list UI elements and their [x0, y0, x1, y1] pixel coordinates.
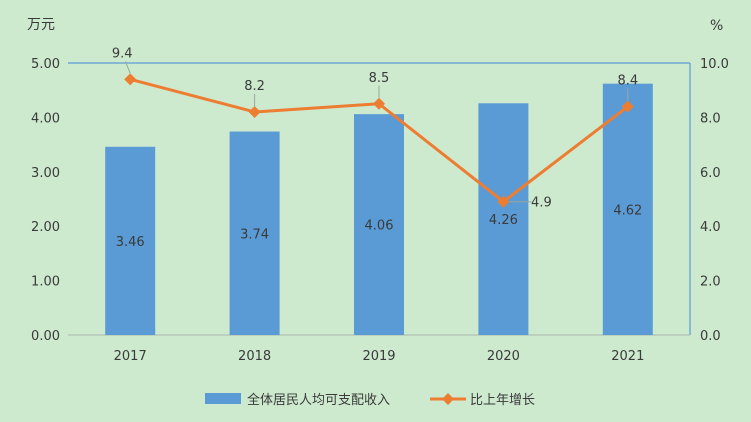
- bar: [105, 146, 156, 335]
- growth-point: [124, 73, 137, 86]
- growth-value-label: 8.5: [369, 71, 390, 86]
- left-tick-label: 0.00: [31, 329, 60, 344]
- category-label: 2019: [362, 349, 395, 364]
- legend-label-growth: 比上年增长: [470, 393, 535, 408]
- bar-value-label: 3.46: [116, 235, 145, 250]
- growth-line: [124, 73, 634, 208]
- left-tick-label: 5.00: [31, 57, 60, 72]
- bar: [478, 103, 529, 335]
- growth-point: [373, 97, 385, 110]
- category-label: 2017: [114, 349, 147, 364]
- right-tick-label: 6.0: [700, 166, 721, 181]
- bars: [105, 83, 653, 335]
- leader-line: [124, 61, 131, 74]
- category-label: 2021: [611, 349, 644, 364]
- right-tick-label: 2.0: [700, 275, 721, 290]
- left-tick-label: 4.00: [31, 111, 60, 126]
- growth-point: [248, 105, 261, 118]
- right-axis-unit: %: [710, 18, 723, 34]
- right-tick-label: 4.0: [700, 220, 721, 235]
- growth-value-label: 8.2: [244, 79, 265, 94]
- left-tick-label: 2.00: [31, 220, 60, 235]
- legend-label-income: 全体居民人均可支配收入: [247, 392, 390, 408]
- category-label: 2020: [487, 349, 520, 364]
- bar-value-label: 4.26: [489, 213, 518, 228]
- left-tick-label: 1.00: [31, 275, 60, 290]
- axes: 万元 % 0.00 1.00 2.00 3.00 4.00 5.00 0.0 2.0 4.0 6.0 8…: [27, 17, 729, 364]
- growth-value-label: 8.4: [617, 74, 638, 89]
- bar: [229, 131, 280, 335]
- legend-marker-growth: [442, 393, 454, 405]
- growth-value-label: 4.9: [531, 196, 552, 211]
- right-tick-label: 8.0: [700, 111, 721, 126]
- bar-value-label: 4.06: [365, 219, 394, 234]
- bar: [354, 114, 404, 335]
- category-label: 2018: [238, 349, 271, 364]
- data-labels: 3.46 3.74 4.06 4.26 4.62 9.4 8.2 8.5 4.9 8.4: [112, 46, 642, 250]
- growth-point: [621, 100, 634, 113]
- right-tick-label: 10.0: [700, 57, 729, 72]
- growth-value-label: 9.4: [112, 46, 133, 61]
- legend: 全体居民人均可支配收入 比上年增长: [205, 392, 535, 408]
- growth-point: [497, 195, 510, 208]
- legend-swatch-income: [205, 393, 241, 404]
- bar-value-label: 3.74: [240, 227, 269, 242]
- left-axis-unit: 万元: [27, 17, 55, 33]
- bar-value-label: 4.62: [613, 203, 642, 218]
- bar: [602, 83, 653, 335]
- right-tick-label: 0.0: [700, 329, 721, 344]
- left-tick-label: 3.00: [31, 166, 60, 181]
